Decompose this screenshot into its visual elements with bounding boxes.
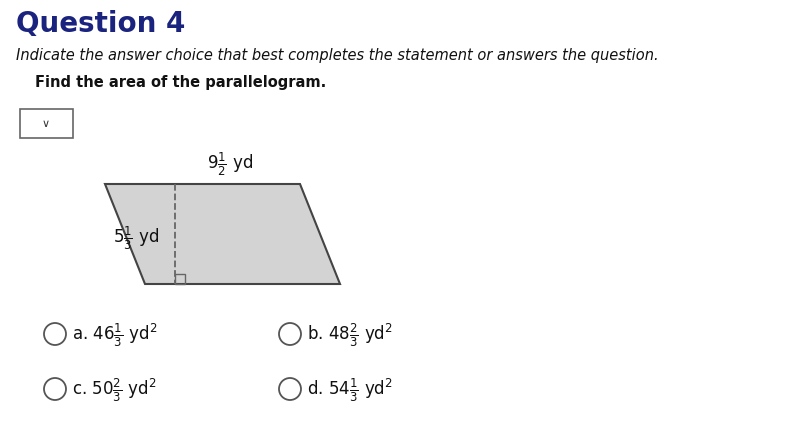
Text: Question 4: Question 4 xyxy=(16,10,186,38)
Text: a. $46\frac{1}{3}$ yd$^2$: a. $46\frac{1}{3}$ yd$^2$ xyxy=(72,321,158,348)
Text: b. $48\frac{2}{3}$ yd$^2$: b. $48\frac{2}{3}$ yd$^2$ xyxy=(307,321,393,348)
Text: $9\frac{1}{2}$ yd: $9\frac{1}{2}$ yd xyxy=(207,150,253,178)
Text: $5\frac{1}{3}$ yd: $5\frac{1}{3}$ yd xyxy=(113,224,159,251)
Text: Find the area of the parallelogram.: Find the area of the parallelogram. xyxy=(35,75,326,90)
Text: d. $54\frac{1}{3}$ yd$^2$: d. $54\frac{1}{3}$ yd$^2$ xyxy=(307,375,393,403)
Polygon shape xyxy=(105,184,340,284)
Text: c. $50\frac{2}{3}$ yd$^2$: c. $50\frac{2}{3}$ yd$^2$ xyxy=(72,375,157,403)
Text: Indicate the answer choice that best completes the statement or answers the ques: Indicate the answer choice that best com… xyxy=(16,48,658,63)
Text: ∨: ∨ xyxy=(42,119,50,129)
FancyBboxPatch shape xyxy=(19,109,73,138)
